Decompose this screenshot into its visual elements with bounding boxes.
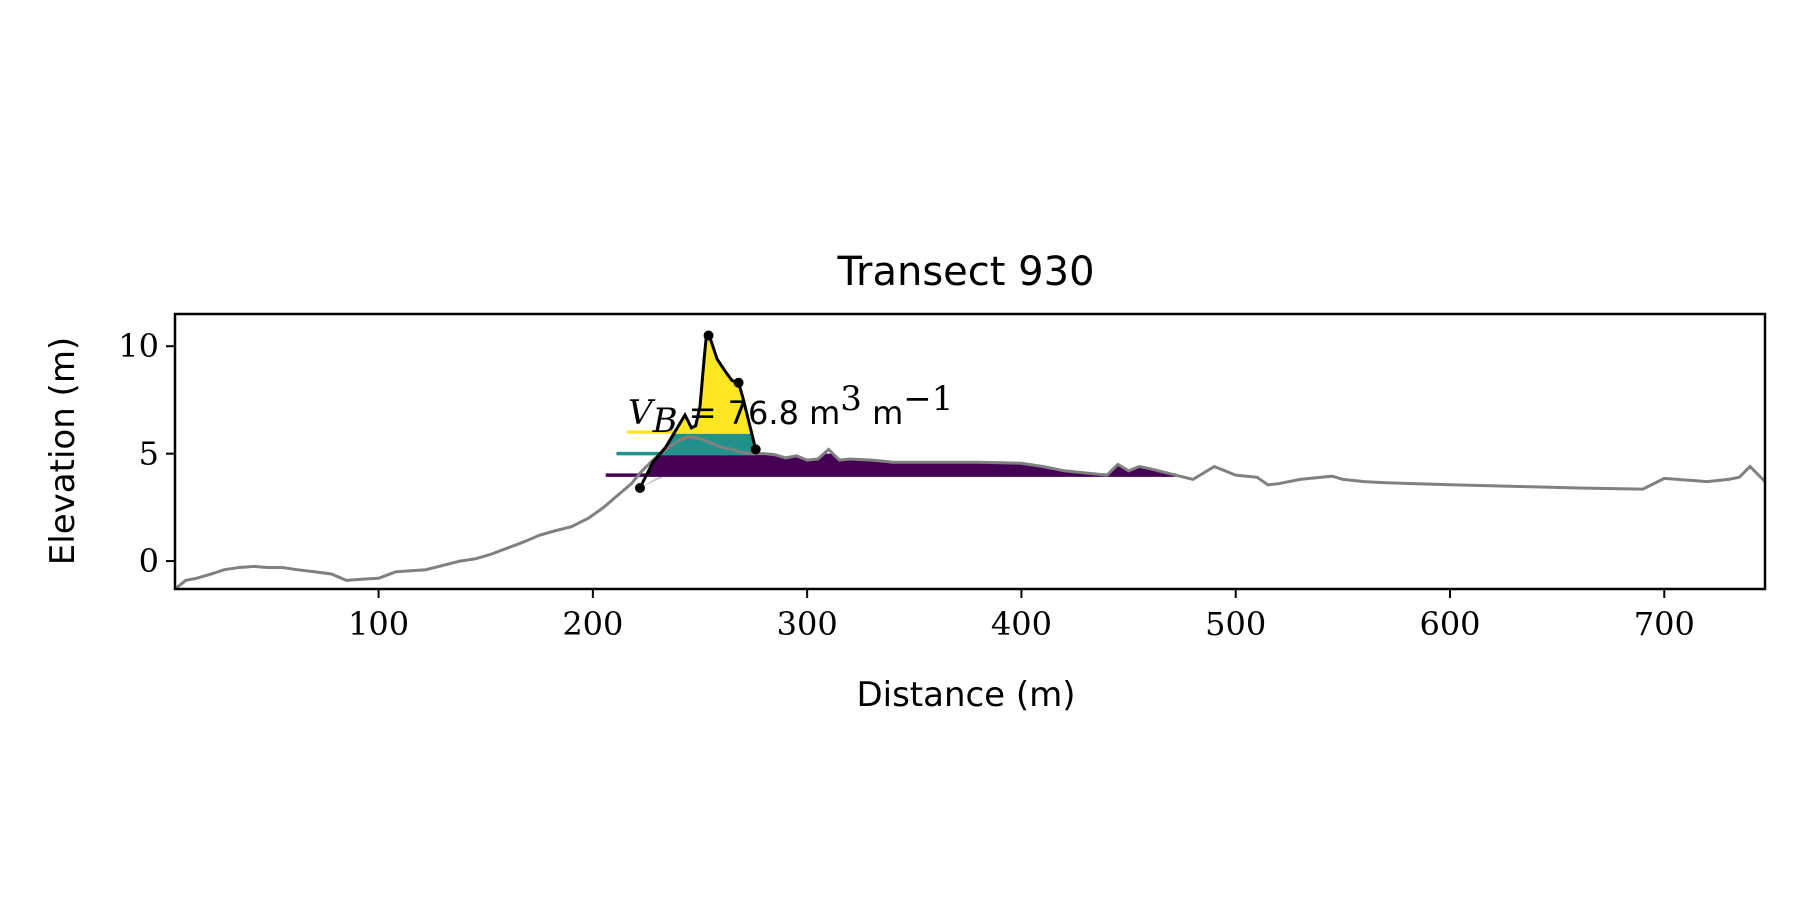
x-axis-label: Distance (m) (856, 675, 1075, 715)
x-tick-label-300: 300 (777, 605, 838, 643)
annotation-value: 76.8 (728, 394, 799, 432)
x-tick-label-100: 100 (348, 605, 409, 643)
level-lines (605, 430, 1176, 477)
x-axis-ticks: 100 200 300 400 500 600 700 (348, 589, 1695, 643)
plot-area (175, 330, 1765, 589)
chart-title: Transect 930 (836, 249, 1094, 295)
plot-frame (173, 312, 1767, 591)
annotation-space-2 (862, 394, 872, 432)
annotation-unit-sup: 3 (840, 379, 862, 419)
x-tick-label-400: 400 (991, 605, 1052, 643)
key-point-1 (703, 330, 714, 341)
x-tick-label-500: 500 (1205, 605, 1266, 643)
x-tick-label-700: 700 (1634, 605, 1695, 643)
gray-wedge-fill (635, 474, 683, 491)
y-tick-label-5: 5 (139, 435, 159, 473)
x-tick-label-600: 600 (1419, 605, 1480, 643)
profile-line (175, 434, 1765, 589)
annotation-equals: = (678, 393, 728, 433)
annotation-space (799, 394, 809, 432)
annotation-unit2: m (872, 394, 903, 432)
y-axis-label: Elevation (m) (43, 337, 83, 565)
y-tick-label-0: 0 (139, 542, 159, 580)
key-points (635, 330, 761, 494)
annotation-unit2-sup: −1 (903, 379, 953, 419)
x-tick-label-200: 200 (562, 605, 623, 643)
annotation-symbol: V (628, 393, 656, 433)
fill-band-low (644, 453, 1176, 476)
key-point-0 (635, 483, 645, 494)
key-point-2 (733, 377, 744, 388)
volume-annotation: VB = 76.8 m3 m−1 (628, 379, 953, 441)
annotation-subscript: B (652, 401, 678, 441)
y-tick-label-10: 10 (118, 327, 159, 365)
fill-band-high (665, 335, 752, 433)
y-axis-ticks: 0 5 10 (118, 327, 175, 580)
annotation-unit: m (809, 394, 840, 432)
key-point-3 (750, 444, 761, 455)
